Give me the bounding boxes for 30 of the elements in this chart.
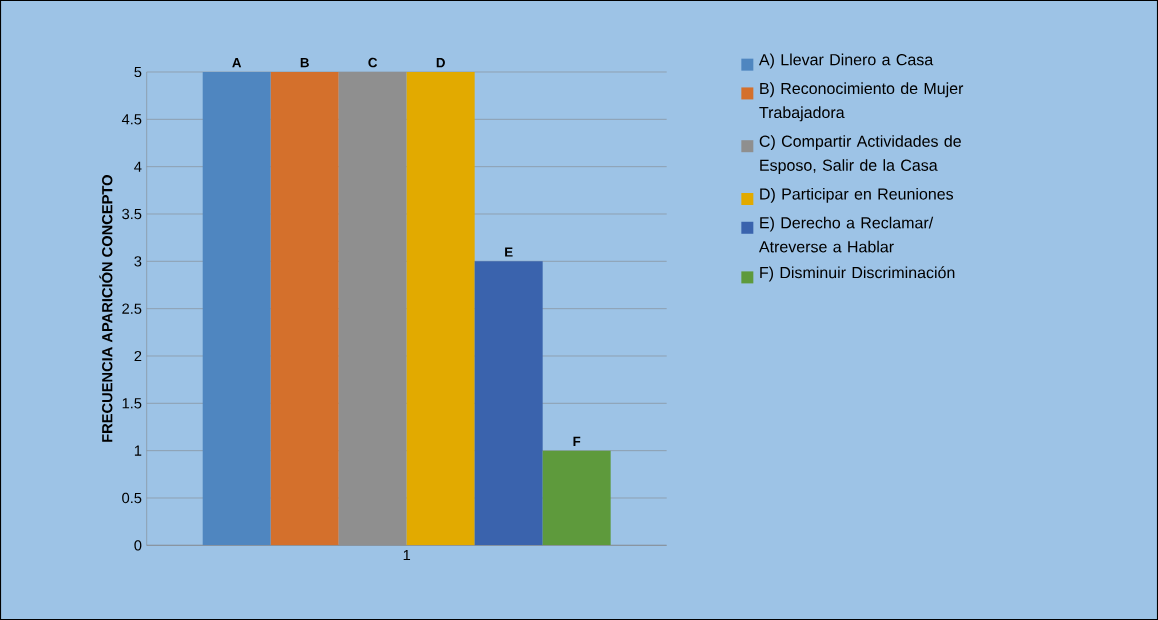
data-label: C [368, 57, 378, 68]
data-label: E [505, 247, 513, 257]
legend-label: D) Participar en Reuniones [760, 187, 954, 203]
legend-label: E) Derecho a Reclamar/ Atreverse a Hablar [758, 216, 934, 253]
y-tick-label: 0.5 [122, 492, 142, 504]
y-tick-label: 2 [134, 350, 142, 362]
y-tick-label: 3 [134, 256, 142, 267]
data-label: A [232, 58, 242, 68]
y-tick-label: 1 [134, 445, 142, 456]
legend-label: B) Reconocimiento de Mujer Trabajadora [759, 82, 964, 122]
y-tick-label: 1.5 [122, 398, 142, 409]
y-tick-label: 0 [134, 540, 142, 551]
legend-label: F) Disminuir Discriminación [760, 266, 955, 282]
legend-label: C) Compartir Actividades de Esposo, Salir de la Casa [759, 135, 961, 175]
y-tick-label: 4.5 [121, 114, 142, 125]
legend-label: A) Llevar Dinero a Casa [758, 53, 934, 69]
y-tick-label: 2.5 [122, 303, 142, 314]
bar [542, 450, 611, 546]
data-label: B [300, 58, 309, 68]
y-axis-title: FRECUENCIA APARICIÓN CONCEPTO [99, 175, 113, 442]
bar [202, 72, 271, 546]
bar [270, 72, 339, 546]
y-tick-label: 4 [134, 161, 142, 172]
y-tick-label: 5 [134, 66, 142, 78]
data-label: F [573, 436, 581, 446]
bar [474, 261, 543, 546]
y-tick-label: 3.5 [122, 208, 142, 220]
bar [406, 72, 475, 546]
data-label: D [436, 58, 445, 68]
bar [338, 72, 407, 546]
